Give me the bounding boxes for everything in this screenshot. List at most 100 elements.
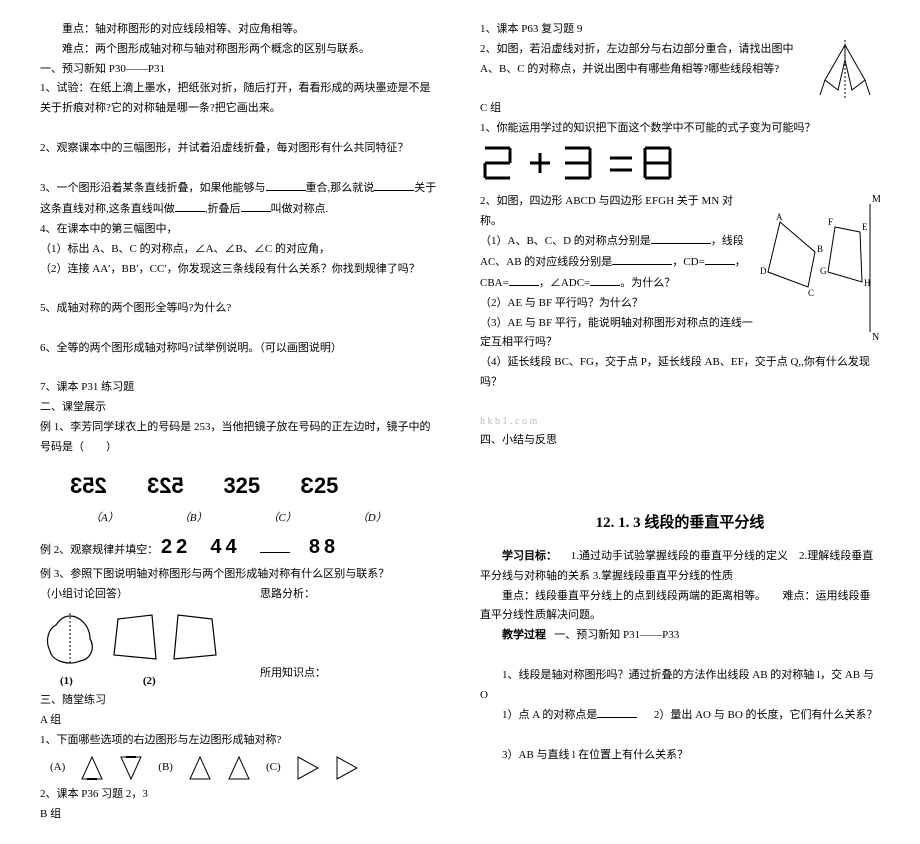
- q4: 4、在课本中的第三幅图中，: [40, 220, 440, 240]
- mirror-labels: （A） （B） （C） （D）: [90, 509, 440, 529]
- r-p1-3: 3）AB 与直线 l 在位置上有什么关系？: [480, 746, 880, 766]
- svg-text:D: D: [760, 266, 767, 276]
- opt-b-num: 523: [147, 466, 184, 506]
- svg-text:M: M: [872, 194, 880, 205]
- svg-text:G: G: [820, 266, 827, 276]
- blank: [266, 178, 306, 191]
- a2: 2、课本 P36 习题 2，3: [40, 785, 440, 805]
- q3b: 重合,那么就说: [306, 182, 375, 194]
- opt-c-num: 325: [223, 466, 260, 506]
- ex3-r1: 思路分析：: [260, 585, 326, 605]
- shape-blob: [40, 611, 100, 666]
- ex3-sub: （小组讨论回答）: [40, 585, 220, 605]
- opt-a-num: 253: [70, 466, 107, 506]
- proc-label: 教学过程: [502, 629, 546, 641]
- proc-text: 一、预习新知 P31——P33: [554, 629, 679, 641]
- blank: [705, 252, 735, 265]
- shapes-row: [40, 611, 220, 666]
- tri-label-a: (A): [50, 758, 65, 778]
- shape-label-2: (2): [143, 672, 156, 692]
- svg-text:F: F: [828, 217, 833, 227]
- blank: [374, 178, 414, 191]
- svg-text:B: B: [817, 244, 823, 254]
- tri-a2: [119, 755, 143, 781]
- blank: [651, 231, 711, 244]
- fig-quads-mn: M N A B C D E F G H: [760, 192, 880, 342]
- q5: 5、成轴对称的两个图形全等吗?为什么?: [40, 299, 440, 319]
- section-4: 四、小结与反思: [480, 431, 880, 451]
- q4-2: （2）连接 AA′，BB′，CC′，你发现这三条线段有什么关系？你找到规律了吗？: [40, 260, 440, 280]
- r-p1-1-row: 1）点 A 的对称点是 2）量出 AO 与 BO 的长度，它们有什么关系？: [480, 705, 880, 726]
- group-b: B 组: [40, 805, 440, 825]
- mirror-numbers: 253 523 325 Ɛ25: [70, 466, 440, 506]
- a1: 1、下面哪些选项的右边图形与左边图形成轴对称?: [40, 731, 440, 751]
- ex2-text: 例 2、观察规律并填空：: [40, 544, 158, 556]
- blank: [241, 199, 271, 212]
- watermark: h k b 1 . c o m: [480, 413, 880, 431]
- section-3: 三、随堂练习: [40, 691, 440, 711]
- goal-row: 学习目标： 1.通过动手试验掌握线段的垂直平分线的定义 2.理解线段垂直平分线与…: [480, 547, 880, 587]
- tri-c2: [335, 755, 359, 781]
- svg-text:E: E: [862, 222, 868, 232]
- opt-d-num: Ɛ25: [300, 466, 338, 506]
- focus-text: 重点：线段垂直平分线上的点到线段两端的距离相等。 难点：运用线段垂直平分线性质解…: [480, 587, 880, 627]
- tri-label-b: (B): [158, 758, 173, 778]
- group-c: C 组: [480, 99, 880, 119]
- section-2: 二、课堂展示: [40, 398, 440, 418]
- blank: [590, 273, 620, 286]
- c1: 1、你能运用学过的知识把下面这个数学中不可能的式子变为可能吗？: [480, 119, 880, 139]
- tri-label-c: (C): [266, 758, 281, 778]
- q4-1: （1）标出 A、B、C 的对称点，∠A、∠B、∠C 的对应角，: [40, 240, 440, 260]
- q3d: ,折叠后: [205, 203, 241, 215]
- c2-1c: ，CD=: [672, 256, 704, 268]
- q3a: 3、一个图形沿着某条直线折叠，如果他能够与: [40, 182, 266, 194]
- c2-1e: ，∠ADC=: [539, 277, 590, 289]
- goal-label: 学习目标：: [502, 550, 557, 562]
- label-a: （A）: [90, 509, 119, 529]
- svg-text:A: A: [776, 212, 783, 222]
- q6: 6、全等的两个图形成轴对称吗?试举例说明。（可以画图说明）: [40, 339, 440, 359]
- proc-row: 教学过程 一、预习新知 P31——P33: [480, 626, 880, 646]
- blank: [597, 705, 637, 718]
- seven-seg-equation: [480, 143, 700, 188]
- group-a: A 组: [40, 711, 440, 731]
- triangle-options: (A) (B) (C): [50, 755, 440, 781]
- shape-label-1: (1): [60, 672, 73, 692]
- section-1: 一、预习新知 P30——P31: [40, 60, 440, 80]
- label-b: （B）: [179, 509, 208, 529]
- tri-b2: [227, 755, 251, 781]
- q3e: 叫做对称点.: [271, 203, 329, 215]
- q7: 7、课本 P31 练习题: [40, 378, 440, 398]
- q1: 1、试验：在纸上滴上墨水，把纸张对折，随后打开，看看形成的两块墨迹是不是关于折痕…: [40, 79, 440, 119]
- ex3: 例 3、参照下图说明轴对称图形与两个图形成轴对称有什么区别与联系？: [40, 565, 440, 585]
- text-focus: 重点：轴对称图形的对应线段相等、对应角相等。: [40, 20, 440, 40]
- svg-text:N: N: [872, 332, 879, 342]
- c2-4: （4）延长线段 BC、FG，交于点 P，延长线段 AB、EF，交于点 Q,,你有…: [480, 353, 880, 393]
- svg-text:C: C: [808, 288, 814, 298]
- lesson-title: 12. 1. 3 线段的垂直平分线: [480, 510, 880, 537]
- c2-1a: （1）A、B、C、D 的对称点分别是: [480, 235, 651, 247]
- b2: 2、如图，若沿虚线对折，左边部分与右边部分重合，请找出图中 A、B、C 的对称点…: [480, 43, 794, 75]
- r-p1-1: 1）点 A 的对称点是: [502, 709, 597, 721]
- ex1: 例 1、李芳同学球衣上的号码是 253，当他把镜子放在号码的正左边时，镜子中的号…: [40, 418, 440, 458]
- label-c: （C）: [267, 509, 296, 529]
- digit-sequence: 22 44 88: [161, 536, 339, 558]
- ex3-r2: 所用知识点：: [260, 664, 326, 684]
- fig-butterfly: [810, 40, 880, 100]
- r-p1: 1、线段是轴对称图形吗？通过折叠的方法作出线段 AB 的对称轴 l，交 AB 与…: [480, 666, 880, 706]
- tri-b1: [188, 755, 212, 781]
- r-p1-2: 2）量出 AO 与 BO 的长度，它们有什么关系？: [654, 709, 878, 721]
- q3: 3、一个图形沿着某条直线折叠，如果他能够与重合,那么就说关于这条直线对称,这条直…: [40, 178, 440, 220]
- svg-text:H: H: [864, 278, 871, 288]
- c2-1f: 。为什么？: [620, 277, 675, 289]
- b2-wrap: 2、如图，若沿虚线对折，左边部分与右边部分重合，请找出图中 A、B、C 的对称点…: [480, 40, 880, 80]
- blank: [509, 273, 539, 286]
- b1: 1、课本 P63 复习题 9: [480, 20, 880, 40]
- tri-c1: [296, 755, 320, 781]
- ex2: 例 2、观察规律并填空： 22 44 88: [40, 529, 440, 565]
- tri-a1: [80, 755, 104, 781]
- blank: [612, 252, 672, 265]
- c2-wrap: M N A B C D E F G H 2、如图，四边形 ABCD 与四边形 E…: [480, 192, 880, 393]
- label-d: （D）: [357, 509, 387, 529]
- shape-quad-2: [170, 611, 220, 666]
